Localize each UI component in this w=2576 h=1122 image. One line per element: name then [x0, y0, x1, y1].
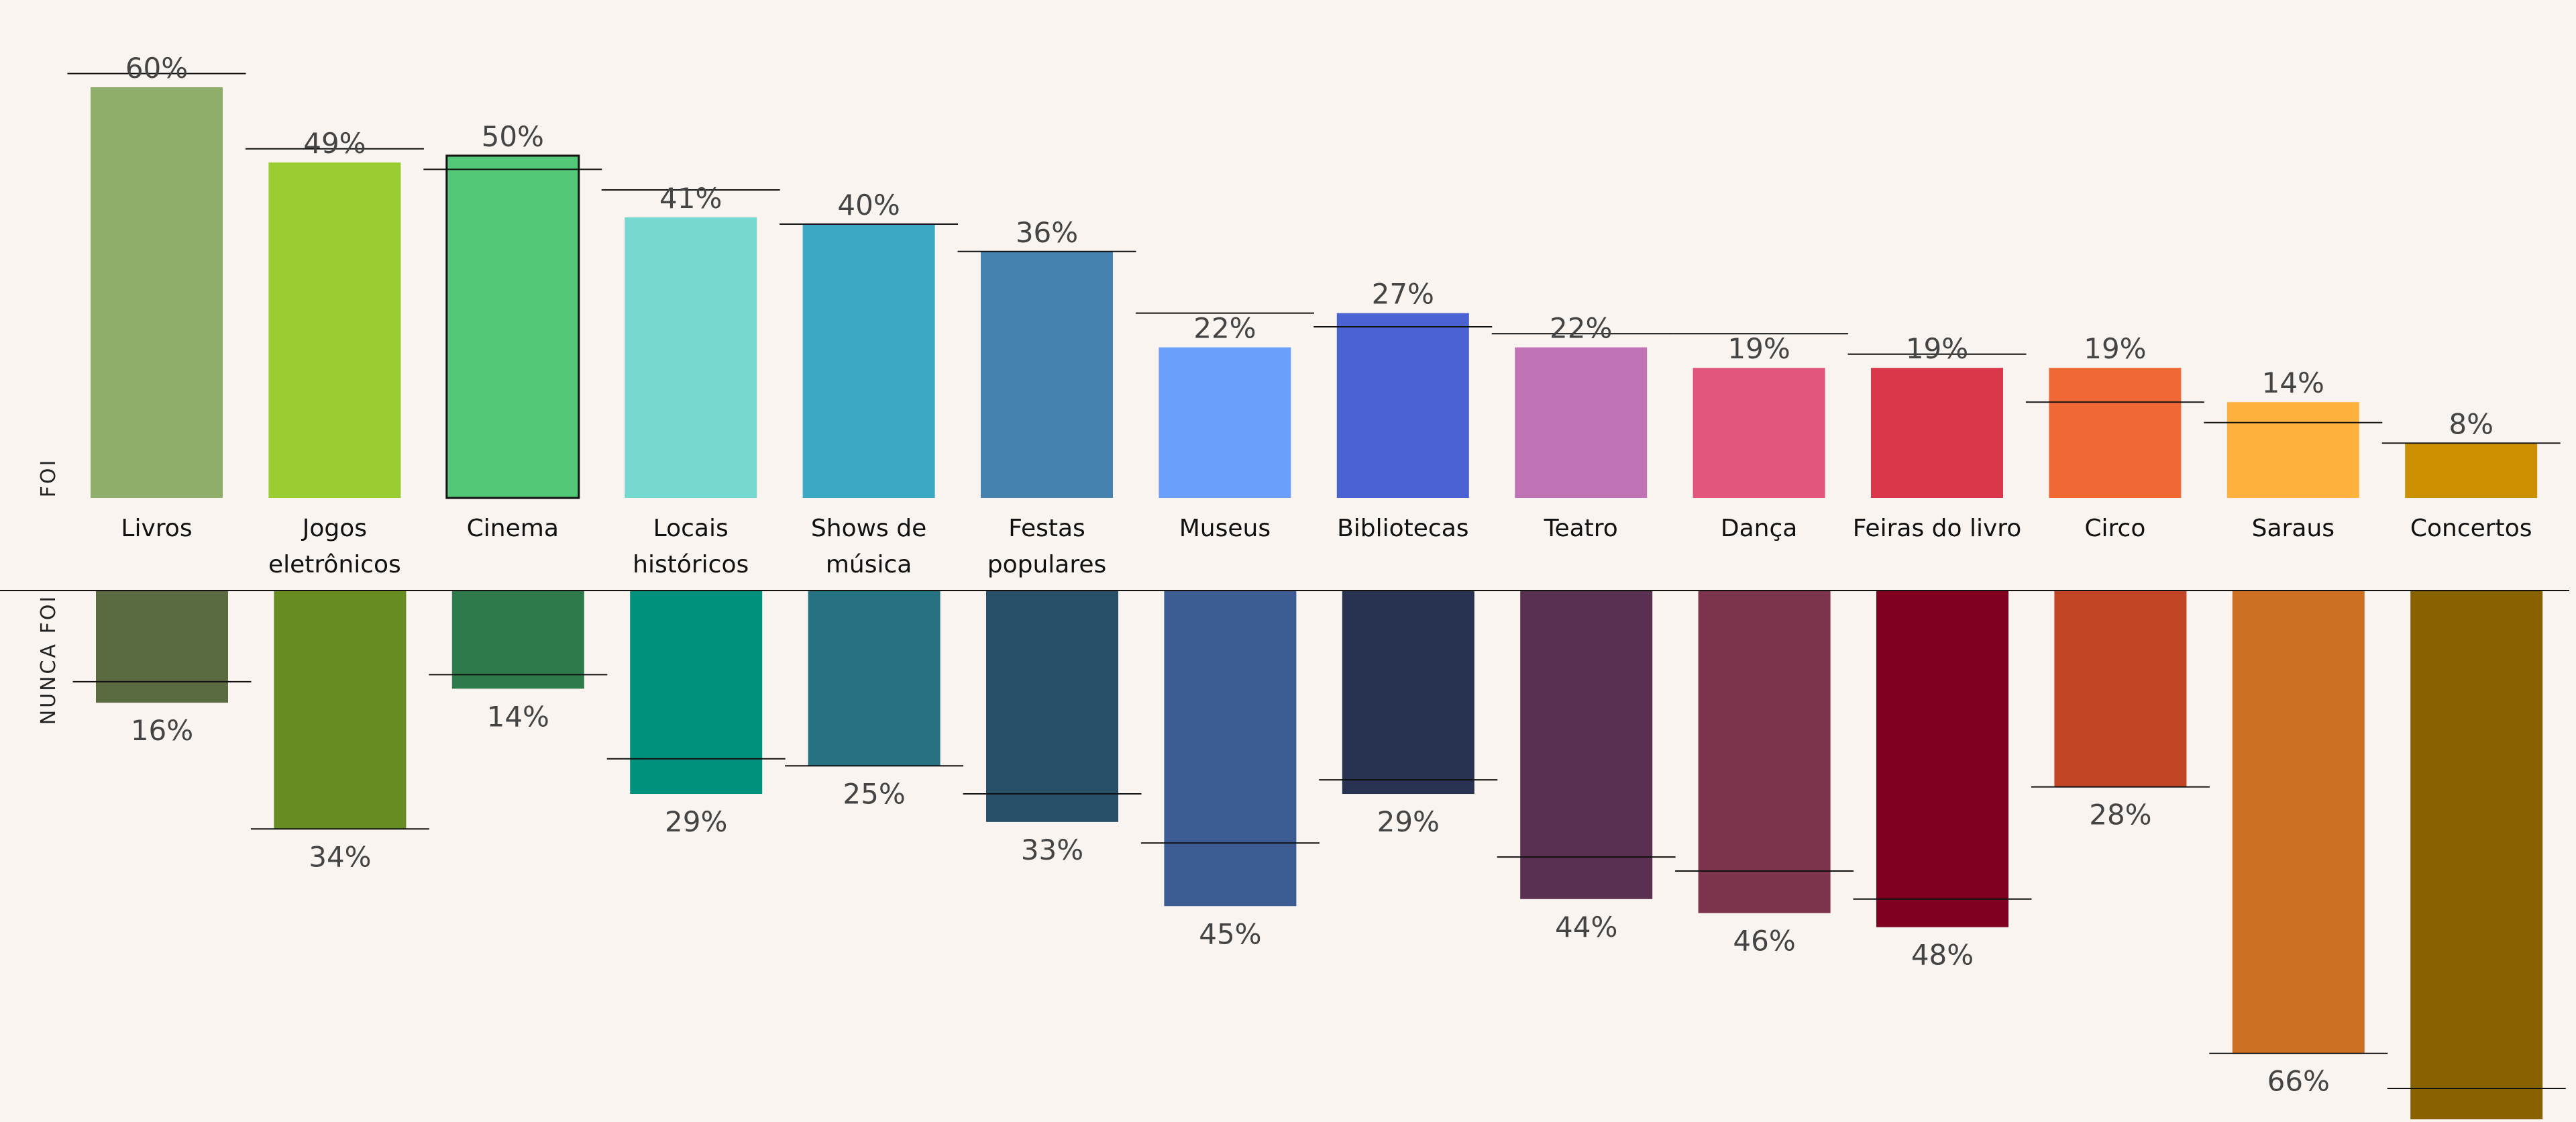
- nunca-foi-value-label: 34%: [309, 840, 371, 873]
- nunca-foi-bar: [274, 591, 407, 829]
- category-label: Circo: [2084, 515, 2145, 542]
- foi-value-label: 22%: [1550, 312, 1612, 345]
- foi-axis-label: FOI: [37, 458, 60, 498]
- nunca-foi-bar: [451, 591, 584, 689]
- nunca-foi-bar: [1342, 591, 1474, 795]
- nunca-foi-bar: [986, 591, 1118, 822]
- category-label: Teatro: [1544, 515, 1618, 542]
- foi-bar: [981, 251, 1113, 498]
- labels: 60% 16% Livros 49% 34% Jogos eletrônicos 50% 14%…: [121, 52, 2532, 1098]
- foi-value-label: 36%: [1016, 216, 1078, 249]
- category-label: Bibliotecas: [1337, 515, 1468, 542]
- foi-value-label: 50%: [482, 120, 544, 153]
- nunca-foi-value-label: 33%: [1021, 833, 1083, 866]
- category-label: Museus: [1179, 515, 1271, 542]
- nunca-foi-bar: [2232, 591, 2365, 1054]
- nunca-foi-value-label: 66%: [2267, 1065, 2330, 1098]
- category-label: Jogos eletrônicos: [268, 515, 401, 578]
- nunca-foi-value-label: 29%: [665, 805, 727, 838]
- foi-bar: [1336, 313, 1469, 498]
- nunca-foi-value-label: 29%: [1377, 805, 1440, 838]
- nunca-foi-bar: [1520, 591, 1653, 899]
- nunca-foi-bar: [630, 591, 763, 795]
- nunca-foi-value-label: 16%: [131, 714, 193, 747]
- nunca-foi-axis-label: NUNCA FOI: [37, 595, 60, 725]
- reference-lines: [67, 72, 2566, 1089]
- foi-value-label: 19%: [1727, 332, 1790, 365]
- nunca-foi-bar: [2054, 591, 2187, 787]
- category-label: Livros: [121, 515, 192, 542]
- foi-value-label: 22%: [1193, 312, 1256, 345]
- category-label: Saraus: [2252, 515, 2334, 542]
- foi-value-label: 27%: [1372, 278, 1434, 311]
- category-label: Locais históricos: [633, 515, 749, 578]
- foi-bar: [1515, 347, 1648, 498]
- foi-bar: [1693, 368, 1825, 498]
- nunca-foi-value-label: 48%: [1911, 939, 1974, 972]
- category-label: Dança: [1721, 515, 1797, 542]
- category-label: Concertos: [2410, 515, 2532, 542]
- foi-bar: [2049, 368, 2182, 498]
- nunca-foi-bar: [96, 591, 228, 703]
- foi-bar: [2405, 443, 2538, 498]
- category-label: Feiras do livro: [1853, 515, 2022, 542]
- foi-bar: [2226, 402, 2359, 498]
- category-label: Shows de música: [811, 515, 926, 578]
- nunca-foi-bars: [96, 591, 2543, 1122]
- foi-bar: [802, 224, 935, 498]
- foi-bars: [91, 87, 2538, 499]
- nunca-foi-value-label: 44%: [1555, 911, 1617, 944]
- nunca-foi-bar: [1876, 591, 2008, 927]
- foi-bar: [1159, 347, 1291, 498]
- foi-value-label: 49%: [303, 127, 366, 160]
- category-label: Festas populares: [987, 515, 1107, 578]
- nunca-foi-value-label: 28%: [2089, 799, 2151, 831]
- nunca-foi-value-label: 45%: [1199, 917, 1261, 950]
- foi-value-label: 19%: [1906, 332, 1968, 365]
- foi-bar: [91, 87, 223, 498]
- nunca-foi-value-label: 46%: [1733, 925, 1795, 958]
- nunca-foi-value-label: 14%: [487, 700, 549, 733]
- nunca-foi-bar: [2410, 591, 2543, 1122]
- foi-value-label: 8%: [2449, 407, 2493, 440]
- foi-bar: [268, 162, 401, 498]
- foi-value-label: 19%: [2084, 332, 2146, 365]
- foi-bar: [625, 217, 757, 498]
- foi-bar: [1871, 368, 2003, 498]
- nunca-foi-bar: [1164, 591, 1297, 907]
- foi-value-label: 41%: [659, 182, 722, 215]
- foi-value-label: 40%: [837, 189, 900, 221]
- foi-bar: [445, 154, 580, 499]
- nunca-foi-bar: [808, 591, 941, 766]
- category-label: Cinema: [467, 515, 559, 542]
- nunca-foi-bar: [1698, 591, 1831, 913]
- foi-value-label: 60%: [125, 52, 188, 85]
- nunca-foi-value-label: 25%: [843, 777, 905, 810]
- foi-value-label: 14%: [2262, 366, 2324, 399]
